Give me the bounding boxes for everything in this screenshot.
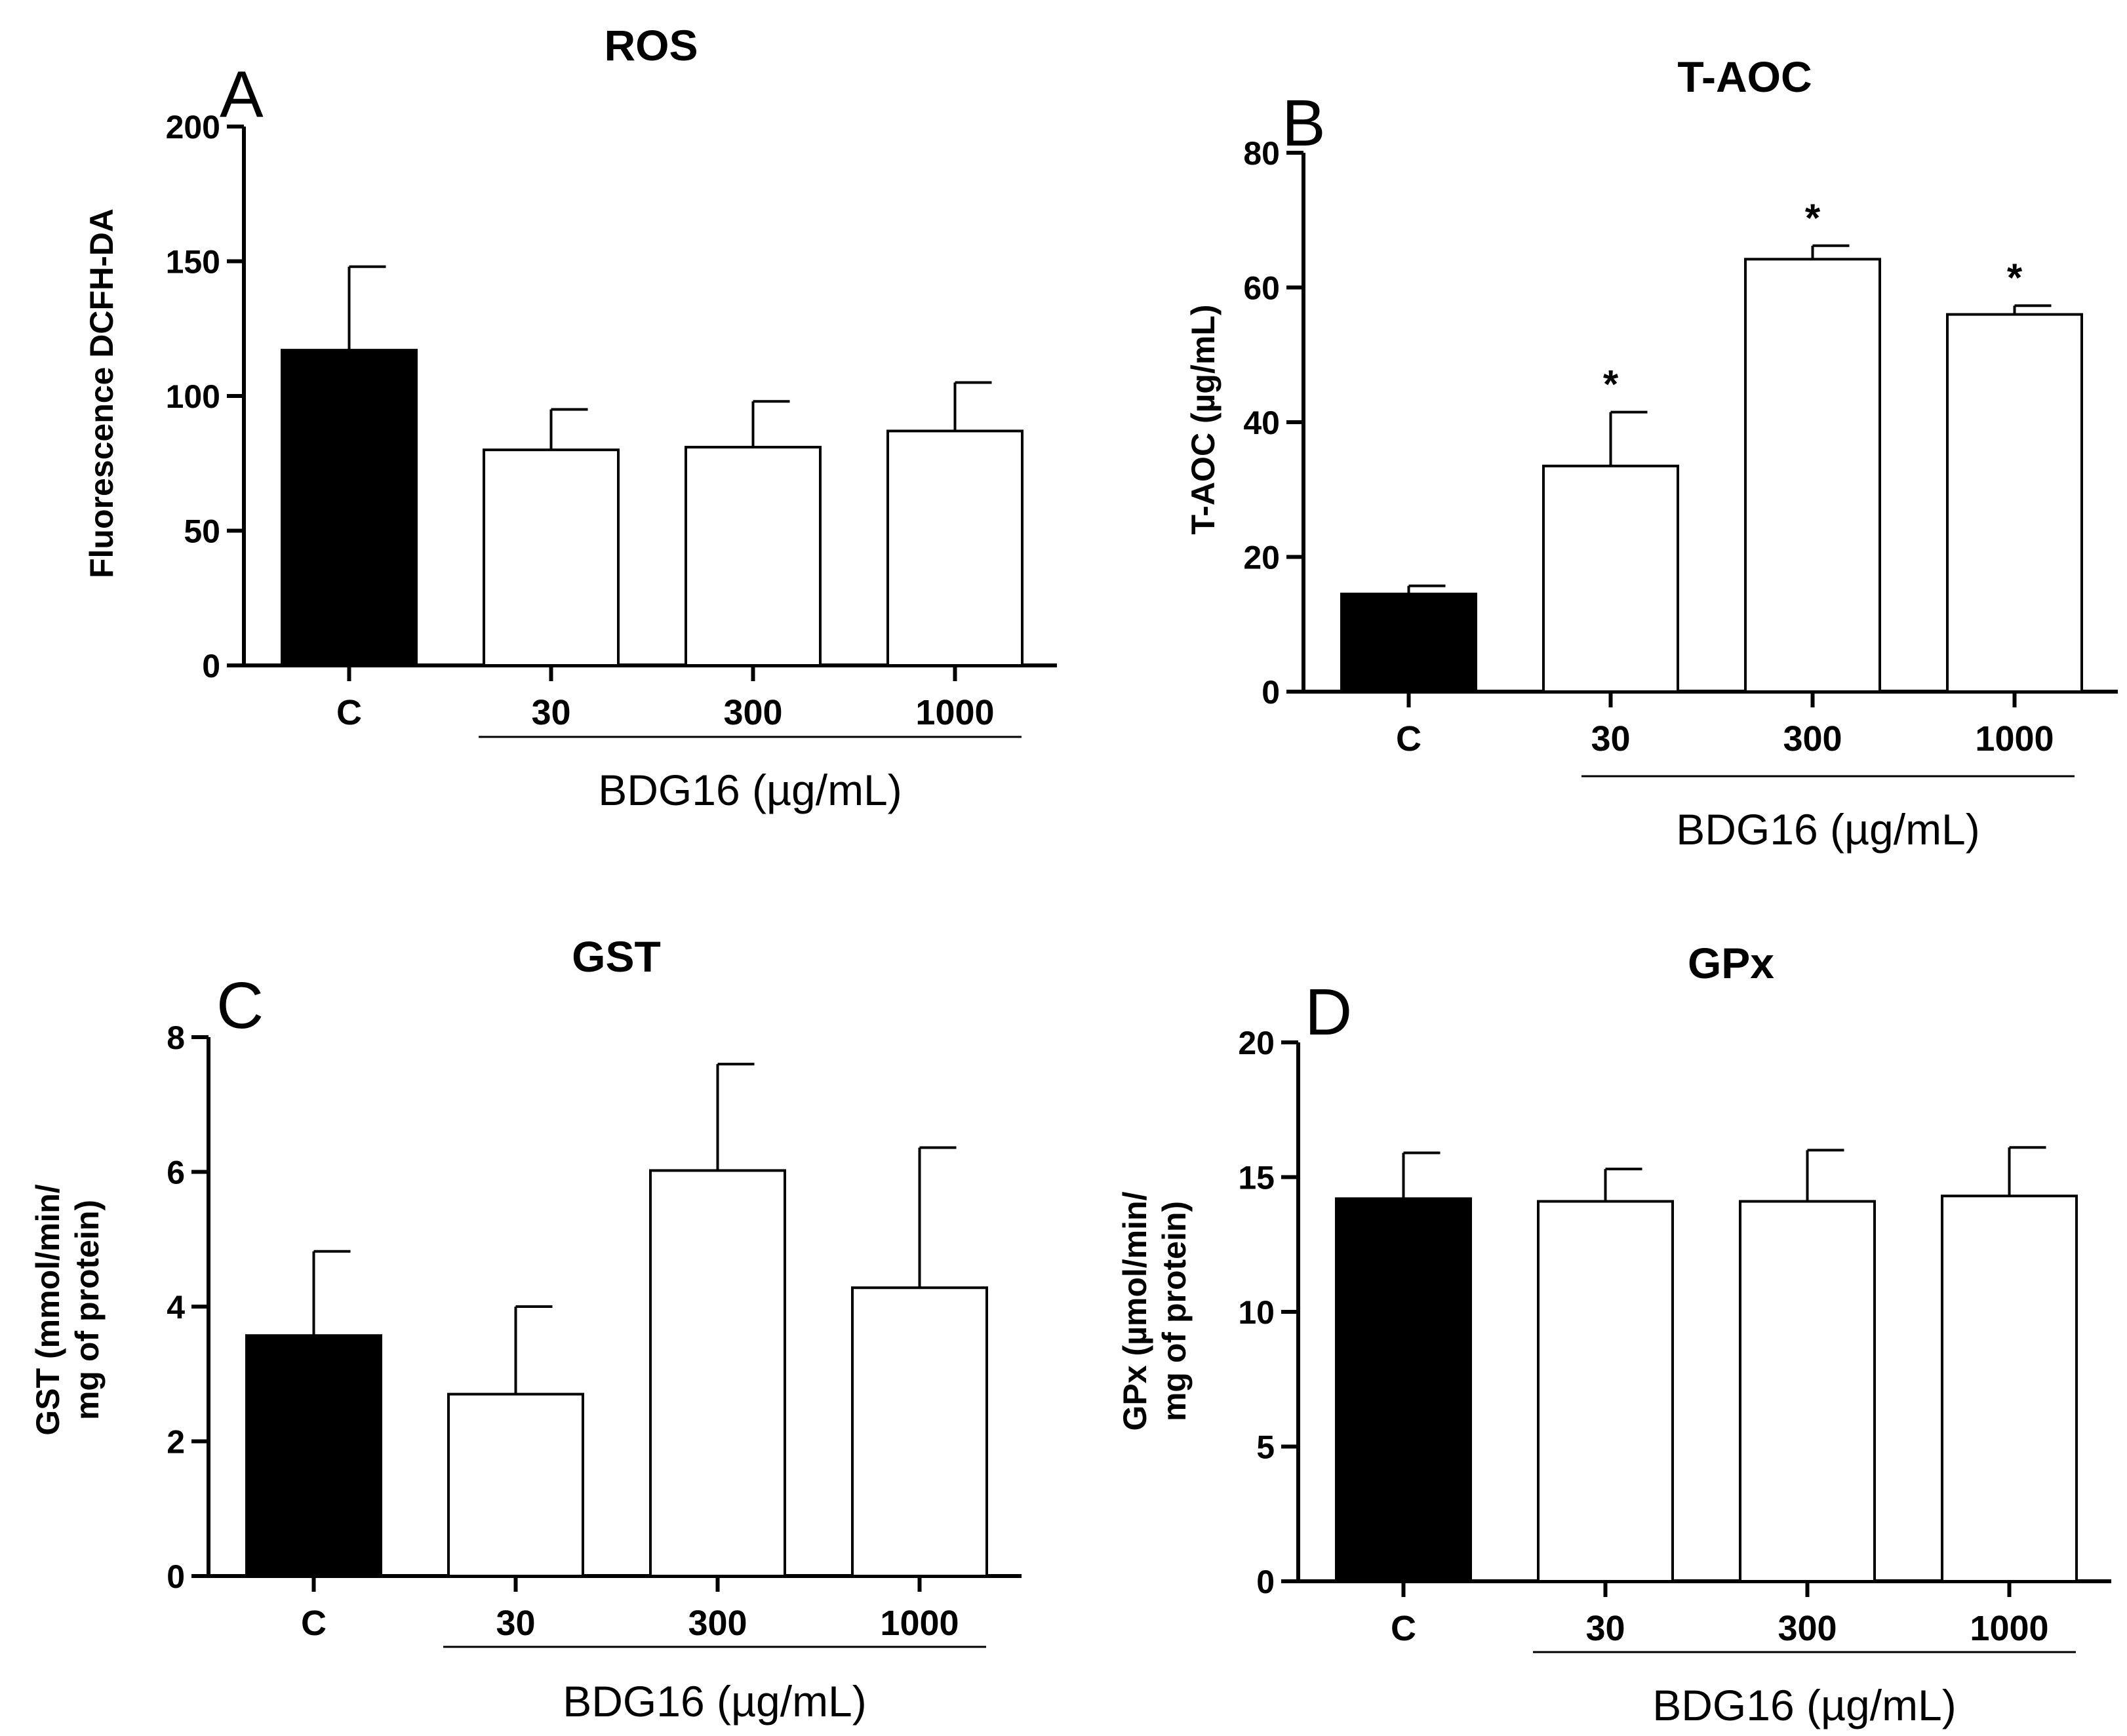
y-tick-label: 0 bbox=[1256, 1564, 1275, 1600]
panel-d: GPx D GPx (µmol/min/mg of protein) 0 5 10 15 20… bbox=[1117, 939, 2111, 1729]
significance-marker: * bbox=[1603, 363, 1619, 406]
y-tick-label: 6 bbox=[167, 1154, 185, 1191]
y-tick-label: 40 bbox=[1243, 404, 1280, 441]
bar bbox=[1537, 1200, 1674, 1583]
y-tick-label: 200 bbox=[166, 109, 220, 146]
bar bbox=[483, 448, 620, 667]
x-tick-label: 300 bbox=[688, 1604, 747, 1643]
y-tick-label: 15 bbox=[1238, 1160, 1275, 1196]
panel-label: C bbox=[216, 969, 264, 1042]
x-axis-label: BDG16 (µg/mL) bbox=[1652, 1681, 1956, 1729]
panel-a: ROS A Fluorescence DCFH-DA 0 50 100 150 200 C 30 3… bbox=[83, 21, 1057, 814]
y-tick-label: 0 bbox=[202, 648, 220, 684]
significance-marker: * bbox=[1805, 196, 1821, 240]
x-axis-label: BDG16 (µg/mL) bbox=[598, 766, 902, 814]
bar bbox=[886, 429, 1024, 667]
y-tick-label: 50 bbox=[184, 513, 220, 550]
y-tick-label: 10 bbox=[1238, 1294, 1275, 1331]
y-tick-label: 0 bbox=[1262, 674, 1280, 711]
panel-label: D bbox=[1305, 976, 1352, 1049]
x-tick-label: C bbox=[1391, 1609, 1416, 1648]
x-axis-label: BDG16 (µg/mL) bbox=[563, 1677, 866, 1726]
panel-label: B bbox=[1282, 87, 1326, 160]
x-tick-label: C bbox=[336, 693, 362, 732]
chart-title: GPx bbox=[1688, 939, 1774, 987]
chart-title: ROS bbox=[604, 21, 698, 69]
y-axis-label-line: T-AOC (µg/mL) bbox=[1185, 305, 1222, 535]
x-tick-label: C bbox=[1396, 719, 1421, 759]
y-tick-label: 8 bbox=[167, 1019, 185, 1056]
y-axis-label-line: mg of protein) bbox=[69, 1200, 106, 1420]
x-tick-label: 300 bbox=[723, 693, 782, 732]
bar bbox=[1744, 258, 1881, 694]
x-tick-label: 30 bbox=[531, 693, 570, 732]
x-tick-label: 1000 bbox=[915, 693, 994, 732]
x-tick-label: 1000 bbox=[1975, 719, 2054, 759]
bar bbox=[1340, 593, 1477, 694]
bar bbox=[1542, 464, 1679, 693]
x-tick-label: 30 bbox=[1585, 1609, 1625, 1648]
panel-b: T-AOC B T-AOC (µg/mL) 0 20 40 60 80 C * 30 * 300 * 100… bbox=[1185, 52, 2118, 854]
x-tick-label: 30 bbox=[1591, 719, 1630, 759]
y-axis-label-line: Fluorescence DCFH-DA bbox=[83, 208, 120, 578]
y-tick-label: 80 bbox=[1243, 135, 1280, 172]
significance-marker: * bbox=[2007, 256, 2023, 300]
y-axis-label: T-AOC (µg/mL) bbox=[1185, 305, 1222, 535]
x-tick-label: 300 bbox=[1778, 1609, 1837, 1648]
y-tick-label: 60 bbox=[1243, 270, 1280, 307]
y-tick-label: 150 bbox=[166, 244, 220, 281]
y-tick-label: 100 bbox=[166, 378, 220, 415]
y-tick-label: 0 bbox=[167, 1558, 185, 1595]
panel-label: A bbox=[220, 58, 264, 131]
y-tick-label: 20 bbox=[1238, 1025, 1275, 1061]
bar bbox=[245, 1334, 382, 1577]
x-tick-label: 300 bbox=[1783, 719, 1842, 759]
y-tick-label: 5 bbox=[1256, 1429, 1275, 1466]
bar bbox=[1739, 1200, 1876, 1583]
y-axis-label-line: GST (mmol/min/ bbox=[30, 1184, 66, 1435]
y-tick-label: 20 bbox=[1243, 540, 1280, 576]
bar bbox=[1946, 313, 2083, 694]
y-axis-label: GPx (µmol/min/mg of protein) bbox=[1117, 1191, 1193, 1430]
chart-title: GST bbox=[572, 932, 661, 981]
y-axis-label-line: mg of protein) bbox=[1156, 1201, 1193, 1421]
x-tick-label: 1000 bbox=[1970, 1609, 2048, 1648]
bar bbox=[281, 349, 418, 667]
chart-title: T-AOC bbox=[1677, 52, 1812, 101]
y-tick-label: 2 bbox=[167, 1424, 185, 1461]
bar bbox=[1941, 1194, 2078, 1583]
bar bbox=[851, 1286, 988, 1577]
y-tick-label: 4 bbox=[167, 1289, 185, 1326]
bar bbox=[685, 446, 822, 667]
bar bbox=[1335, 1197, 1472, 1583]
bar bbox=[447, 1392, 584, 1577]
x-tick-label: 30 bbox=[496, 1604, 535, 1643]
x-axis-label: BDG16 (µg/mL) bbox=[1676, 805, 1979, 854]
y-axis-label-line: GPx (µmol/min/ bbox=[1117, 1191, 1153, 1430]
x-tick-label: 1000 bbox=[880, 1604, 959, 1643]
y-axis-label: Fluorescence DCFH-DA bbox=[83, 208, 120, 578]
y-axis-label: GST (mmol/min/mg of protein) bbox=[30, 1184, 106, 1435]
x-tick-label: C bbox=[301, 1604, 327, 1643]
bar bbox=[649, 1169, 786, 1577]
